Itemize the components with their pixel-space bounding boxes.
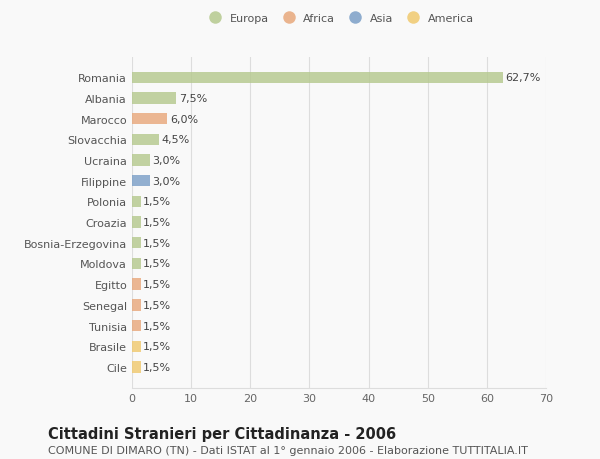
Bar [132,93,176,104]
Text: 1,5%: 1,5% [143,280,172,290]
Text: 1,5%: 1,5% [143,341,172,352]
Text: 7,5%: 7,5% [179,94,207,104]
Bar [132,341,141,352]
Text: 1,5%: 1,5% [143,218,172,228]
Text: 1,5%: 1,5% [143,300,172,310]
Legend: Europa, Africa, Asia, America: Europa, Africa, Asia, America [202,11,476,26]
Text: 3,0%: 3,0% [152,176,180,186]
Bar [132,114,167,125]
Bar [132,300,141,311]
Text: 1,5%: 1,5% [143,321,172,331]
Text: 4,5%: 4,5% [161,135,189,145]
Bar [132,217,141,228]
Bar [132,362,141,373]
Text: COMUNE DI DIMARO (TN) - Dati ISTAT al 1° gennaio 2006 - Elaborazione TUTTITALIA.: COMUNE DI DIMARO (TN) - Dati ISTAT al 1°… [48,445,528,455]
Bar [132,134,158,146]
Bar [132,258,141,269]
Bar [132,238,141,249]
Text: 1,5%: 1,5% [143,259,172,269]
Bar [132,196,141,207]
Bar [132,279,141,290]
Bar [132,320,141,331]
Text: 3,0%: 3,0% [152,156,180,166]
Bar [132,176,150,187]
Text: 1,5%: 1,5% [143,362,172,372]
Text: 1,5%: 1,5% [143,238,172,248]
Bar [132,155,150,166]
Text: Cittadini Stranieri per Cittadinanza - 2006: Cittadini Stranieri per Cittadinanza - 2… [48,426,396,441]
Text: 1,5%: 1,5% [143,197,172,207]
Text: 62,7%: 62,7% [505,73,541,83]
Text: 6,0%: 6,0% [170,114,198,124]
Bar [132,73,503,84]
